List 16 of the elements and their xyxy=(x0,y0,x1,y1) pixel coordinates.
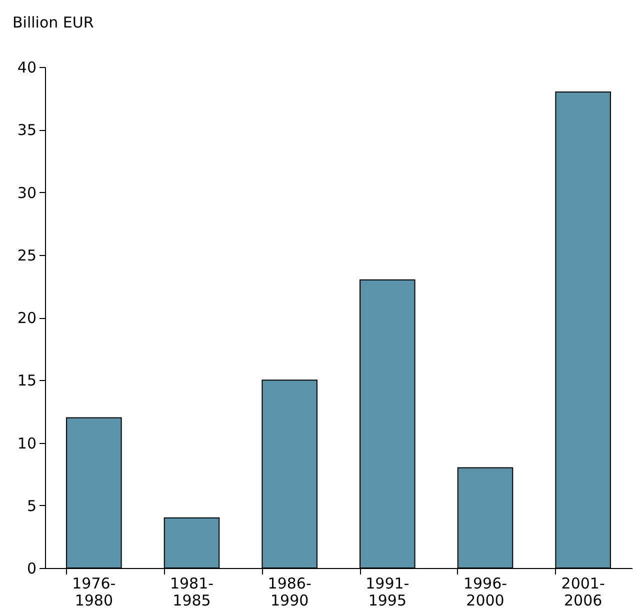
x-tick-label: 1976-1980 xyxy=(72,574,116,610)
y-tick-label: 25 xyxy=(17,246,36,264)
x-tick-label: 1986-1990 xyxy=(268,574,312,610)
x-tick-label: 1996-2000 xyxy=(463,574,508,610)
y-tick-label: 15 xyxy=(17,372,36,390)
y-tick-label: 40 xyxy=(17,58,36,76)
y-tick-label: 0 xyxy=(26,560,36,578)
y-tick-label: 5 xyxy=(26,496,36,515)
y-tick-label: 35 xyxy=(17,121,36,140)
x-tick-label: 1991-1995 xyxy=(366,574,410,610)
x-tick-label: 1981-1985 xyxy=(170,574,214,610)
x-tick-label: 2001-2006 xyxy=(561,574,605,610)
y-axis-title: Billion EUR xyxy=(12,14,94,32)
y-tick-label: 30 xyxy=(17,184,36,202)
y-tick-label: 20 xyxy=(17,309,36,327)
y-tick-label: 10 xyxy=(17,434,36,452)
